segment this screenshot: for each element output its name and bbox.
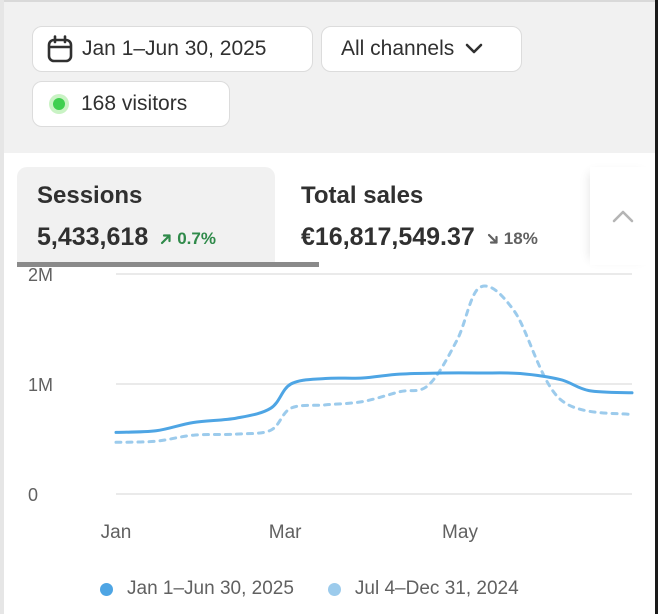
filter-bar: Jan 1–Jun 30, 2025 All channels 168 visi…: [4, 2, 655, 153]
sessions-chart: 0 1M 2M Jan Mar May: [28, 265, 634, 543]
selected-tab-indicator: [17, 262, 319, 267]
legend-label-previous: Jul 4–Dec 31, 2024: [354, 578, 519, 599]
collapse-button[interactable]: [590, 167, 655, 265]
metric-delta-value: 0.7%: [177, 229, 216, 248]
date-range-label: Jan 1–Jun 30, 2025: [82, 37, 267, 60]
window-edge: [0, 0, 658, 2]
metric-title: Total sales: [301, 182, 424, 209]
calendar-icon: [47, 35, 73, 63]
live-visitors-badge[interactable]: 168 visitors: [32, 81, 230, 127]
metric-delta: 0.7%: [160, 229, 216, 249]
y-tick-label: 0: [28, 485, 38, 505]
x-tick-label: Jan: [101, 522, 132, 543]
channels-dropdown[interactable]: All channels: [321, 26, 522, 72]
tab-total-sales[interactable]: Total sales €16,817,549.37 18%: [281, 167, 581, 265]
metric-delta: 18%: [487, 229, 538, 249]
legend-label-current: Jan 1–Jun 30, 2025: [127, 578, 294, 599]
window-edge-right: [655, 0, 658, 614]
tab-sessions[interactable]: Sessions 5,433,618 0.7%: [17, 167, 275, 265]
series-line-current: [114, 371, 634, 434]
y-tick-label: 1M: [28, 375, 53, 395]
chart-legend: Jan 1–Jun 30, 2025 Jul 4–Dec 31, 2024: [100, 578, 553, 600]
window-edge-left: [0, 0, 4, 614]
visitors-label: 168 visitors: [81, 92, 188, 115]
series-line-previous: [114, 284, 634, 444]
legend-item-current: Jan 1–Jun 30, 2025: [100, 578, 294, 600]
x-tick-label: May: [442, 522, 478, 543]
y-tick-label: 2M: [28, 265, 53, 285]
metric-delta-value: 18%: [503, 229, 538, 248]
metric-value: 5,433,618: [37, 223, 149, 251]
x-tick-label: Mar: [269, 522, 302, 543]
chevron-up-icon: [612, 210, 633, 223]
date-range-button[interactable]: Jan 1–Jun 30, 2025: [32, 26, 313, 72]
metric-value: €16,817,549.37: [301, 223, 475, 251]
arrow-down-right-icon: [487, 233, 498, 244]
legend-swatch-previous: [327, 582, 341, 596]
channels-label: All channels: [341, 37, 455, 60]
metric-title: Sessions: [37, 182, 143, 209]
legend-swatch-current: [100, 582, 113, 596]
arrow-up-right-icon: [161, 234, 171, 245]
legend-item-previous: Jul 4–Dec 31, 2024: [327, 578, 519, 600]
chevron-down-icon: [465, 43, 483, 54]
live-dot-icon: [49, 94, 69, 114]
